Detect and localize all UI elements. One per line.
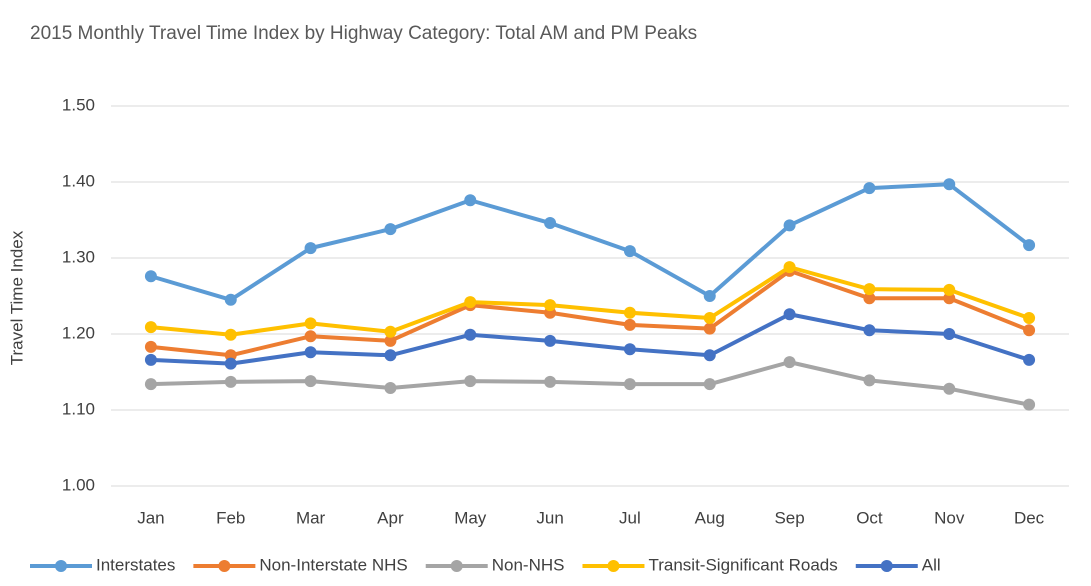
data-point: [464, 296, 477, 309]
data-point: [783, 308, 796, 321]
legend-label: Non-NHS: [492, 555, 565, 574]
x-tick-label: Nov: [934, 508, 965, 527]
data-point: [144, 321, 157, 334]
x-tick-label: Aug: [695, 508, 725, 527]
x-tick-label: May: [454, 508, 487, 527]
x-tick-label: Oct: [856, 508, 883, 527]
data-point: [1023, 239, 1036, 252]
data-point: [1023, 312, 1036, 325]
data-point: [384, 223, 397, 236]
data-point: [623, 343, 636, 356]
data-point: [703, 322, 716, 335]
chart-title: 2015 Monthly Travel Time Index by Highwa…: [30, 23, 697, 44]
series-line: [150, 312, 1030, 366]
x-tick-label: Mar: [296, 508, 326, 527]
data-point: [703, 349, 716, 362]
data-point: [863, 292, 876, 305]
data-point: [144, 270, 157, 283]
data-point: [1023, 398, 1036, 411]
series-line: [150, 268, 1030, 358]
data-point: [623, 245, 636, 258]
legend-marker: [218, 560, 231, 572]
data-point: [623, 306, 636, 319]
data-point: [1023, 324, 1036, 337]
series-line: [150, 182, 1031, 302]
legend-label: Non-Interstate NHS: [259, 555, 407, 574]
x-tick-label: Dec: [1014, 508, 1045, 527]
x-tick-label: Sep: [774, 508, 804, 527]
data-point: [623, 378, 636, 391]
data-point: [943, 292, 956, 305]
data-point: [464, 375, 477, 388]
legend-marker: [880, 560, 893, 572]
data-point: [623, 318, 636, 331]
data-point: [783, 356, 796, 369]
data-point: [304, 330, 317, 343]
data-point: [224, 328, 237, 341]
data-point: [384, 325, 397, 338]
series-line: [150, 360, 1030, 407]
y-tick-label: 1.10: [62, 399, 95, 418]
data-point: [703, 290, 716, 302]
data-point: [224, 375, 237, 388]
data-point: [943, 382, 956, 395]
data-point: [943, 283, 956, 296]
legend-label: All: [922, 555, 941, 574]
data-point: [464, 328, 477, 341]
data-point: [863, 374, 876, 387]
data-point: [544, 299, 557, 312]
data-point: [464, 194, 477, 207]
data-point: [384, 381, 397, 394]
data-point: [224, 349, 237, 362]
y-tick-label: 1.20: [62, 323, 95, 342]
data-point: [703, 312, 716, 325]
y-tick-label: 1.50: [62, 95, 95, 114]
legend-label: Interstates: [96, 555, 175, 574]
data-point: [144, 378, 157, 391]
legend-marker: [607, 560, 620, 572]
data-point: [943, 328, 956, 340]
y-tick-label: 1.30: [62, 247, 95, 266]
data-point: [544, 334, 557, 347]
data-point: [544, 217, 557, 230]
data-point: [1023, 353, 1036, 366]
y-axis-label: Travel Time Index: [7, 230, 26, 365]
legend-marker: [55, 560, 67, 572]
data-point: [863, 324, 876, 337]
data-point: [544, 375, 557, 388]
data-point: [144, 353, 157, 366]
data-point: [304, 375, 317, 388]
data-point: [224, 293, 237, 306]
x-tick-label: Feb: [216, 508, 245, 527]
data-point: [863, 182, 876, 195]
legend-label: Transit-Significant Roads: [648, 555, 837, 574]
data-point: [144, 340, 157, 353]
data-point: [304, 317, 317, 330]
x-tick-label: Apr: [377, 508, 404, 527]
x-tick-label: Jan: [137, 508, 164, 527]
series-line: [150, 265, 1030, 337]
x-tick-label: Jun: [536, 508, 563, 527]
data-point: [863, 283, 876, 296]
data-point: [783, 219, 796, 232]
data-point: [224, 357, 237, 370]
data-point: [703, 378, 716, 391]
y-tick-label: 1.00: [62, 475, 95, 494]
data-point: [304, 346, 317, 359]
legend-marker: [450, 560, 463, 572]
y-tick-label: 1.40: [62, 171, 95, 190]
data-point: [384, 349, 397, 362]
data-point: [783, 261, 796, 274]
data-point: [384, 334, 397, 347]
x-tick-label: Jul: [619, 508, 641, 527]
data-point: [943, 178, 956, 191]
data-point: [304, 242, 317, 255]
